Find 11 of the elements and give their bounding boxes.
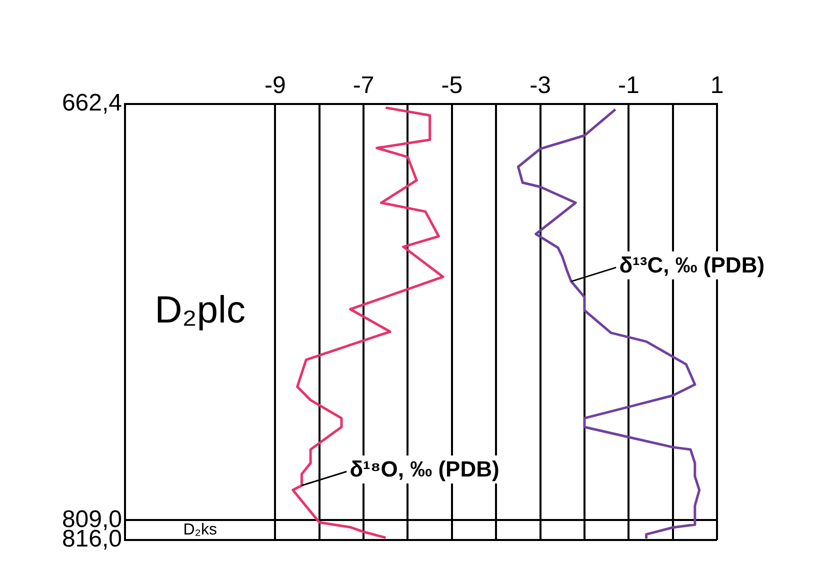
series-label: δ¹⁸O, ‰ (PDB) bbox=[350, 456, 500, 482]
annotation: D₂plc bbox=[154, 290, 246, 332]
x-tick-label: -9 bbox=[264, 72, 286, 100]
x-tick-label: -7 bbox=[352, 72, 374, 100]
x-tick-label: -1 bbox=[618, 72, 640, 100]
annotation: D₂ks bbox=[183, 521, 217, 538]
series-label: δ¹³C, ‰ (PDB) bbox=[619, 252, 765, 278]
y-tick-label: 662,4 bbox=[62, 90, 122, 117]
x-tick-label: -3 bbox=[530, 72, 551, 100]
x-tick-label: -5 bbox=[441, 72, 463, 100]
x-tick-label: 1 bbox=[710, 72, 724, 100]
